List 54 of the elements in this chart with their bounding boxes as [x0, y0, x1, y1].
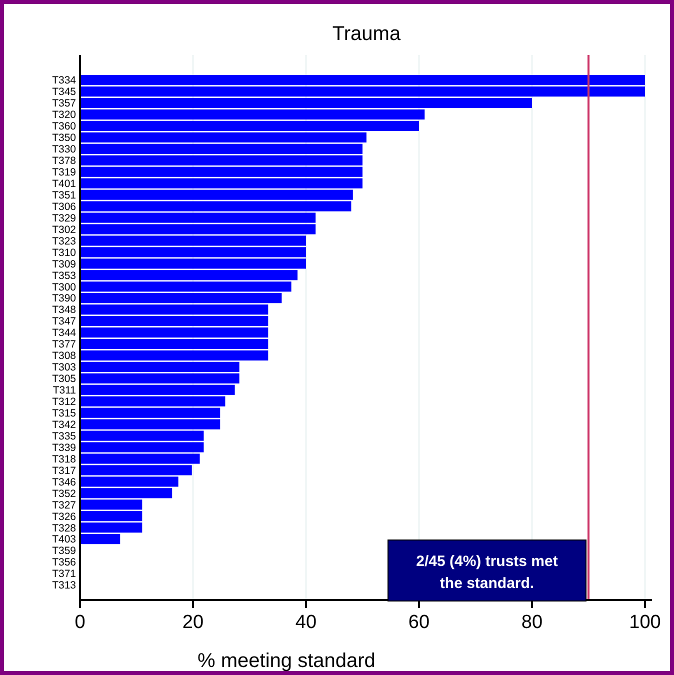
y-tick-label: T317 — [52, 464, 76, 477]
x-tick-label: 80 — [521, 612, 543, 633]
x-axis-title: % meeting standard — [198, 650, 376, 672]
y-tick-label: T346 — [52, 476, 76, 488]
y-tick-label: T390 — [52, 292, 76, 305]
y-tick-label: T330 — [52, 144, 76, 156]
y-tick-label: T326 — [52, 510, 76, 523]
y-tick-label: T303 — [52, 362, 76, 374]
y-tick-label: T302 — [52, 224, 76, 236]
y-tick-label: T348 — [52, 304, 76, 316]
y-tick-label: T347 — [52, 316, 76, 328]
x-tick-label: 60 — [408, 612, 430, 633]
x-tick-label: 20 — [182, 612, 204, 633]
y-tick-label: T352 — [52, 488, 76, 500]
y-tick-label: T328 — [52, 522, 76, 534]
y-tick-label: T356 — [52, 556, 76, 569]
y-tick-label: T360 — [52, 120, 76, 133]
y-tick-label: T335 — [52, 430, 76, 442]
y-tick-label: T308 — [52, 350, 76, 362]
y-tick-label: T401 — [52, 178, 76, 190]
y-tick-label: T312 — [52, 396, 76, 408]
y-tick-label: T313 — [52, 580, 76, 592]
chart-title: Trauma — [332, 23, 402, 45]
x-tick-label: 100 — [629, 612, 661, 633]
x-tick-label: 40 — [295, 612, 317, 633]
y-tick-label: T319 — [52, 166, 76, 179]
y-tick-label: T353 — [52, 270, 76, 282]
y-tick-label: T311 — [52, 384, 76, 397]
y-tick-label: T334 — [52, 74, 76, 87]
y-tick-label: T329 — [52, 212, 76, 224]
y-tick-label: T300 — [52, 281, 76, 294]
y-tick-label: T309 — [52, 258, 76, 270]
y-tick-label: T377 — [52, 338, 76, 351]
y-tick-label: T344 — [52, 327, 76, 340]
y-tick-label: T318 — [52, 453, 76, 466]
y-tick-label: T345 — [52, 86, 76, 98]
y-tick-label: T350 — [52, 132, 76, 144]
y-tick-label: T371 — [52, 568, 76, 580]
y-tick-label: T315 — [52, 408, 76, 420]
y-tick-label: T339 — [52, 442, 76, 454]
y-tick-label: T351 — [52, 189, 76, 202]
y-tick-label: T378 — [52, 155, 76, 168]
y-tick-label: T306 — [52, 200, 76, 213]
y-tick-label: T342 — [52, 418, 76, 431]
y-tick-label: T305 — [52, 373, 76, 386]
y-tick-label: T327 — [52, 499, 76, 512]
x-tick-label: 0 — [74, 612, 86, 633]
y-tick-label: T310 — [52, 246, 76, 259]
y-tick-label: T323 — [52, 235, 76, 248]
annotation: 2/45 (4%) trusts met the standard. — [416, 553, 558, 592]
y-tick-label: T403 — [52, 534, 76, 546]
y-tick-label: T357 — [52, 98, 76, 110]
y-tick-label: T359 — [52, 545, 76, 558]
y-tick-label: T320 — [52, 109, 76, 122]
